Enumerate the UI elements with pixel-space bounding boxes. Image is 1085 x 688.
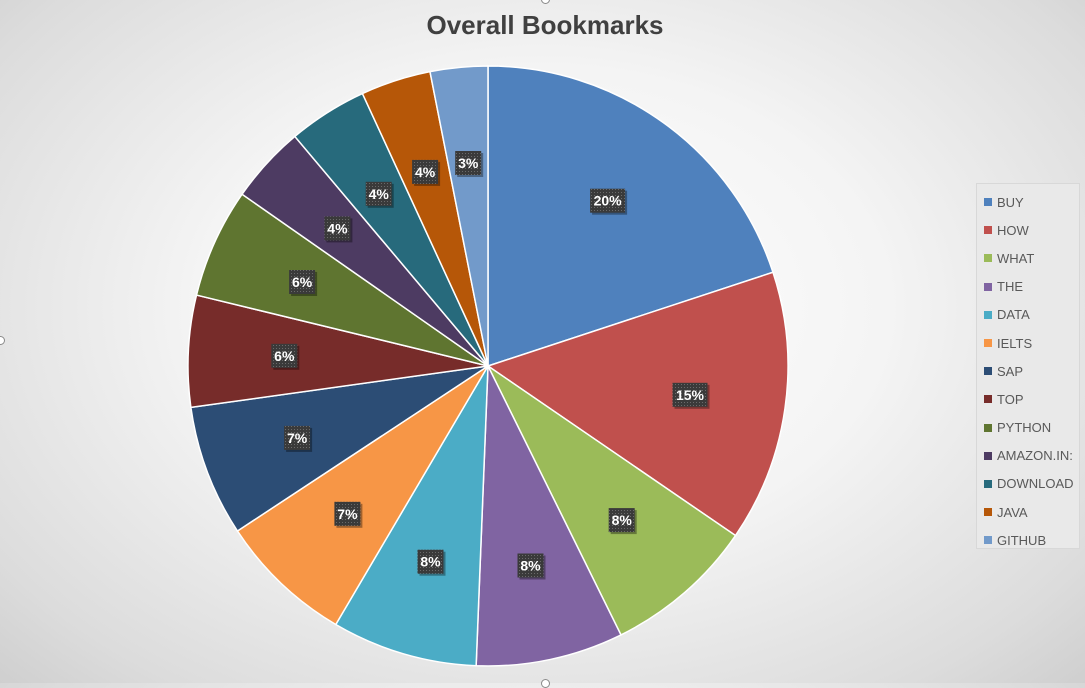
legend-swatch [984, 310, 992, 319]
legend-label: JAVA [997, 504, 1028, 520]
pie-slice-how[interactable] [486, 271, 789, 537]
data-label-text: 7% [337, 506, 358, 522]
legend-item[interactable]: JAVA [977, 498, 1079, 526]
legend-swatch [984, 508, 992, 517]
data-label: 4% [412, 159, 441, 186]
legend-label: IELTS [997, 335, 1033, 351]
data-label: 6% [271, 343, 300, 370]
legend-item[interactable]: HOW [977, 216, 1079, 244]
chart-legend[interactable]: BUY HOW WHAT THE DATA IELTS SAP TOP PYTHON AMAZON… [976, 183, 1080, 549]
legend-label: HOW [997, 222, 1029, 238]
data-label-text: 4% [327, 220, 348, 236]
pie-slice-data[interactable] [334, 365, 489, 667]
legend-item[interactable]: PYTHON [977, 414, 1079, 442]
legend-swatch [984, 226, 992, 235]
legend-label: TOP [997, 391, 1024, 407]
pie-slice-what[interactable] [486, 363, 737, 636]
legend-item[interactable]: THE [977, 273, 1079, 301]
legend-item[interactable]: AMAZON.IN: [977, 442, 1079, 470]
data-label: 8% [608, 508, 637, 535]
data-label-text: 8% [612, 512, 633, 528]
legend-label: THE [997, 279, 1023, 295]
legend-swatch [984, 198, 992, 207]
legend-label: DOWNLOAD [997, 476, 1074, 492]
legend-swatch [984, 451, 992, 460]
legend-swatch [984, 367, 992, 376]
data-label-text: 3% [458, 155, 479, 171]
data-label-text: 20% [594, 193, 623, 209]
legend-swatch [984, 423, 992, 432]
legend-swatch [984, 395, 992, 404]
legend-label: BUY [997, 194, 1024, 210]
data-label: 7% [334, 501, 363, 528]
legend-item[interactable]: DATA [977, 301, 1079, 329]
data-label-text: 8% [520, 558, 541, 574]
legend-label: WHAT [997, 250, 1035, 266]
legend-item[interactable]: IELTS [977, 329, 1079, 357]
resize-handle-left[interactable] [0, 336, 5, 345]
chart-title: Overall Bookmarks [426, 10, 664, 40]
data-label: 8% [517, 553, 546, 580]
legend-swatch [984, 479, 992, 488]
legend-swatch [984, 536, 992, 545]
data-label-text: 4% [415, 164, 436, 180]
legend-swatch [984, 254, 992, 263]
data-label-text: 4% [369, 186, 390, 202]
data-label: 7% [284, 425, 313, 452]
data-label-text: 15% [676, 387, 705, 403]
legend-item[interactable]: DOWNLOAD [977, 470, 1079, 498]
data-label: 20% [590, 188, 628, 215]
data-label-text: 6% [274, 348, 295, 364]
legend-item[interactable]: GITHUB [977, 526, 1079, 554]
data-label: 4% [324, 216, 353, 243]
pie-slice-ielts[interactable] [236, 365, 489, 626]
legend-label: PYTHON [997, 420, 1052, 436]
data-label: 3% [455, 151, 484, 177]
data-label: 8% [417, 549, 446, 576]
legend-item[interactable]: SAP [977, 357, 1079, 385]
pie-slice-buy[interactable] [487, 65, 774, 368]
data-label-text: 6% [292, 274, 313, 290]
data-label: 6% [289, 270, 318, 296]
data-label-text: 8% [420, 554, 441, 570]
legend-swatch [984, 282, 992, 291]
legend-label: AMAZON.IN: [997, 448, 1073, 464]
data-label: 4% [365, 181, 394, 208]
legend-item[interactable]: TOP [977, 385, 1079, 413]
data-label-text: 7% [287, 430, 308, 446]
legend-label: GITHUB [997, 532, 1047, 548]
resize-handle-bottom[interactable] [541, 679, 550, 688]
legend-item[interactable]: BUY [977, 188, 1079, 216]
data-label: 15% [672, 382, 710, 409]
pie-slice-github[interactable] [429, 65, 489, 367]
pie-slice-sap[interactable] [190, 365, 489, 533]
legend-item[interactable]: WHAT [977, 244, 1079, 272]
legend-swatch [984, 339, 992, 348]
pie-slice-the[interactable] [475, 365, 622, 667]
legend-label: SAP [997, 363, 1024, 379]
legend-label: DATA [997, 307, 1030, 323]
